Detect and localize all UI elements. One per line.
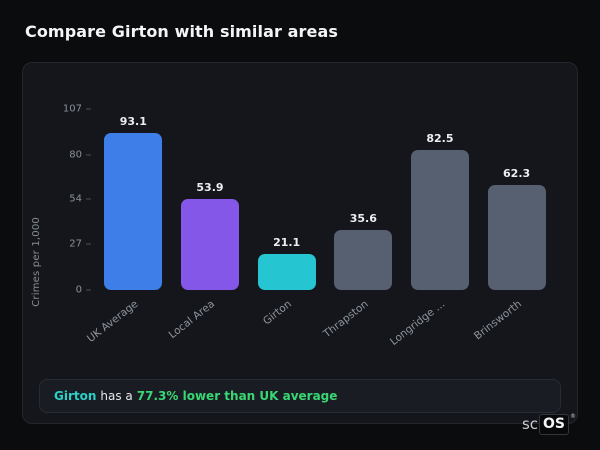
- registered-mark-icon: ®: [570, 413, 576, 420]
- bar[interactable]: [334, 229, 393, 290]
- bar-column-uk-average: 93.1 UK Average: [85, 109, 171, 345]
- bar[interactable]: [180, 198, 239, 290]
- summary-stat: 77.3% lower than UK average: [136, 389, 338, 403]
- bar[interactable]: [104, 132, 163, 290]
- bar-value-label: 93.1: [119, 114, 147, 128]
- bar-value-label: 62.3: [503, 166, 531, 180]
- x-axis-label: Thrapston: [321, 298, 371, 341]
- plot-area: 93.1 UK Average 53.9 Local Area 21.1 Girton 35…: [85, 109, 555, 348]
- summary-connector: has a: [100, 389, 133, 403]
- page-title: Compare Girton with similar areas: [25, 22, 339, 41]
- y-tick-label: 80: [69, 149, 91, 160]
- x-axis-label: Girton: [260, 298, 295, 328]
- bar-value-label: 82.5: [426, 132, 454, 146]
- y-axis: 0 27 54 80 107: [49, 104, 91, 296]
- bar[interactable]: [410, 150, 469, 290]
- x-axis-label: Longridge ...: [388, 298, 448, 348]
- summary-subject: Girton: [54, 389, 97, 403]
- chart-card: Crimes per 1,000 0 27 54 80 107 93.1 UK Avera…: [22, 62, 578, 424]
- y-tick-label: 0: [76, 285, 91, 296]
- bar-column-girton: 21.1 Girton: [249, 109, 325, 328]
- bar-column-local-area: 53.9 Local Area: [167, 109, 248, 341]
- y-tick-label: 54: [69, 193, 91, 204]
- y-axis-title: Crimes per 1,000: [31, 216, 42, 307]
- bar-value-label: 35.6: [349, 211, 377, 225]
- y-tick-label: 107: [63, 104, 91, 115]
- logo-os-box: OS: [539, 414, 569, 435]
- x-axis-label: Brinsworth: [471, 298, 524, 343]
- x-axis-label: Local Area: [166, 298, 218, 342]
- bar-column-brinsworth: 62.3 Brinsworth: [472, 109, 555, 342]
- y-tick-label: 27: [69, 239, 91, 250]
- bar[interactable]: [257, 254, 316, 290]
- summary-note: Girton has a 77.3% lower than UK average: [39, 379, 561, 413]
- bar-column-thrapston: 35.6 Thrapston: [321, 109, 401, 340]
- scos-logo: sc OS ®: [522, 414, 576, 435]
- logo-prefix: sc: [521, 415, 539, 433]
- bar-value-label: 21.1: [273, 236, 301, 250]
- bar-value-label: 53.9: [196, 180, 224, 194]
- bar-column-longridge-: 82.5 Longridge ...: [388, 109, 478, 348]
- bar[interactable]: [487, 184, 546, 290]
- x-axis-label: UK Average: [85, 298, 141, 346]
